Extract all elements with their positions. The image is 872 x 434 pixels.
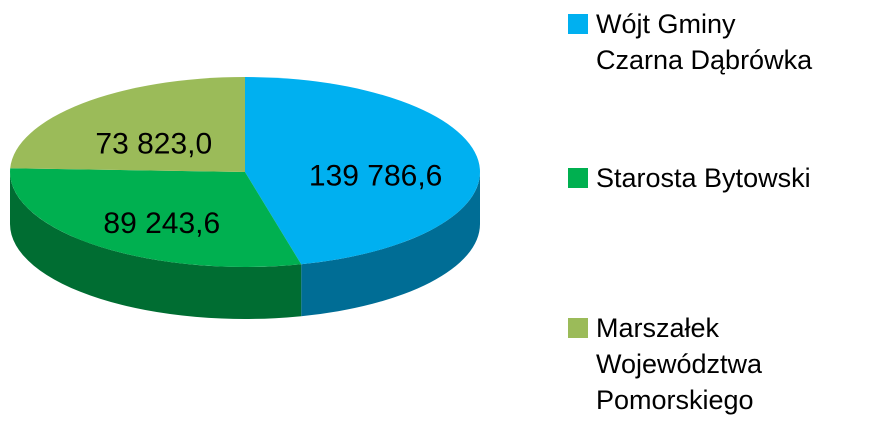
- legend-label: Starosta Bytowski: [596, 163, 811, 193]
- legend-swatch: [568, 14, 588, 34]
- legend-item: Starosta Bytowski: [568, 160, 811, 196]
- pie-slice: [9, 168, 302, 268]
- data-label: 139 786,6: [309, 160, 442, 193]
- legend-swatch: [568, 168, 588, 188]
- legend-item: Wójt Gminy Czarna Dąbrówka: [568, 6, 812, 78]
- pie-slice: [245, 77, 481, 265]
- data-label: 73 823,0: [95, 128, 212, 161]
- data-label: 89 243,6: [103, 207, 220, 240]
- pie-slice-side: [301, 172, 480, 317]
- legend-swatch: [568, 318, 588, 338]
- legend-label: Marszałek Województwa Pomorskiego: [596, 313, 763, 415]
- pie-slice: [10, 77, 245, 172]
- pie-slice-side: [10, 172, 302, 319]
- legend-item: Marszałek Województwa Pomorskiego: [568, 310, 762, 418]
- pie-plot: 139 786,6 89 243,6 73 823,0: [9, 77, 481, 319]
- legend-label: Wójt Gminy Czarna Dąbrówka: [596, 9, 813, 75]
